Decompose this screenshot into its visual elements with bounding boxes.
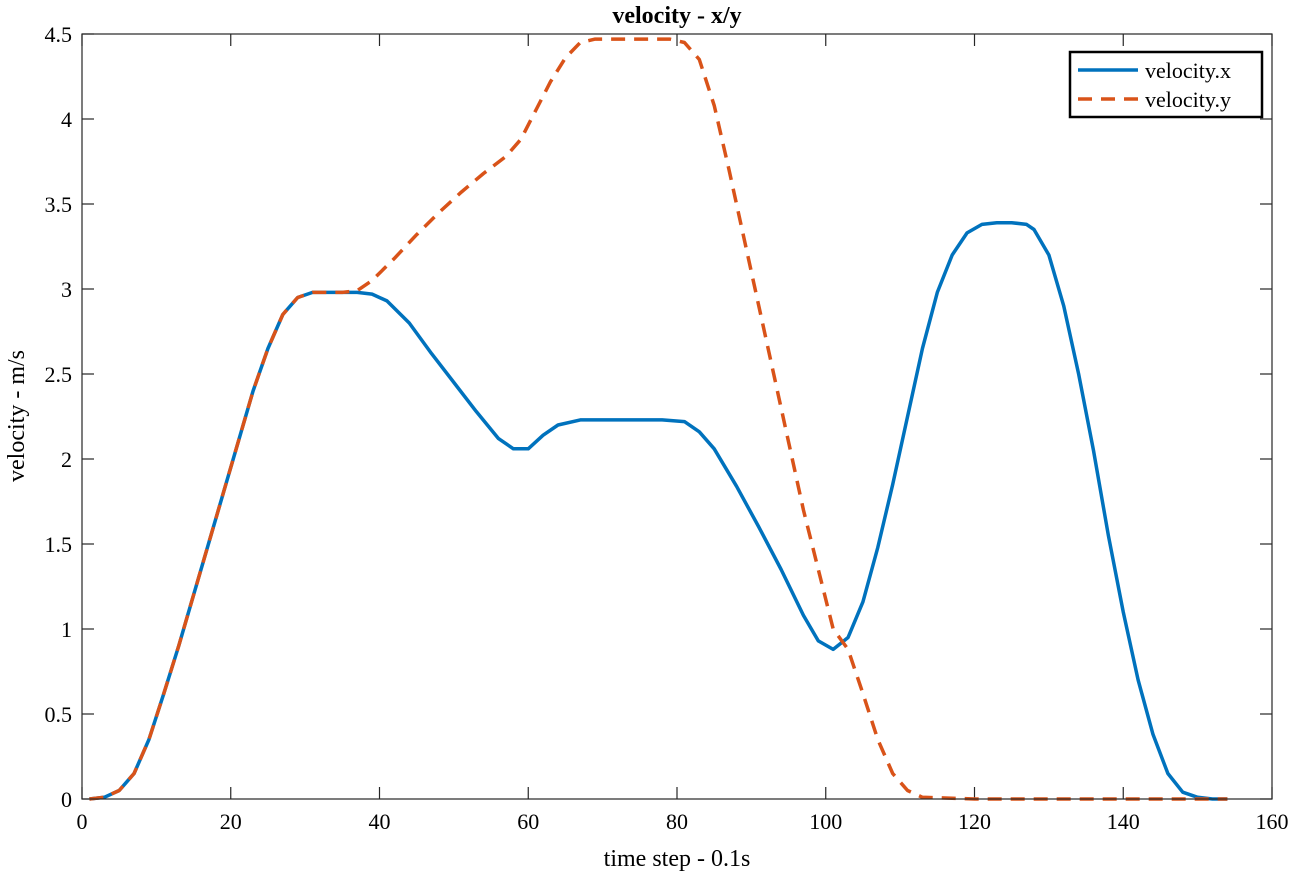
y-tick-label: 2.5 xyxy=(45,362,73,387)
x-tick-label: 40 xyxy=(369,809,391,834)
legend: velocity.x velocity.y xyxy=(1068,50,1264,119)
x-axis-label: time step - 0.1s xyxy=(604,846,751,872)
y-tick-label: 0 xyxy=(61,787,72,812)
x-tick-label: 140 xyxy=(1107,809,1140,834)
x-tick-label: 80 xyxy=(666,809,688,834)
x-tick-label: 120 xyxy=(958,809,991,834)
y-tick-label: 3.5 xyxy=(45,192,73,217)
legend-box xyxy=(1068,50,1264,119)
plot-background xyxy=(82,34,1272,799)
axis-ticks: 0 20 40 60 80 100 120 140 160 0 0.5 1 1.5 2 2.5 3 3.5 4 4.… xyxy=(45,22,1289,834)
chart-title: velocity - x/y xyxy=(612,3,741,29)
x-tick-label: 160 xyxy=(1256,809,1289,834)
y-tick-label: 4.5 xyxy=(45,22,73,47)
legend-label-velocity-x: velocity.x xyxy=(1145,58,1231,83)
x-tick-label: 60 xyxy=(517,809,539,834)
series-line-velocity-x xyxy=(89,220,1228,801)
y-tick-label: 4 xyxy=(61,107,72,132)
y-tick-label: 0.5 xyxy=(45,702,73,727)
y-tick-label: 1 xyxy=(61,617,72,642)
series-line-velocity-y xyxy=(89,37,1228,801)
y-axis-label: velocity - m/s xyxy=(4,350,30,482)
legend-label-velocity-y: velocity.y xyxy=(1145,87,1231,112)
x-tick-label: 100 xyxy=(809,809,842,834)
y-tick-label: 2 xyxy=(61,447,72,472)
x-tick-label: 20 xyxy=(220,809,242,834)
series-lines xyxy=(89,37,1228,801)
x-tick-label: 0 xyxy=(77,809,88,834)
y-tick-label: 1.5 xyxy=(45,532,73,557)
plot-frame xyxy=(81,33,1273,800)
y-tick-label: 3 xyxy=(61,277,72,302)
